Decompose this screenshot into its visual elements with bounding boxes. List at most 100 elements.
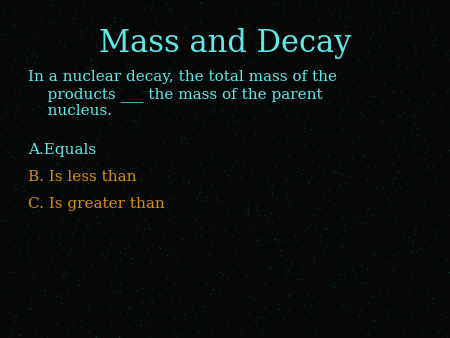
Point [115, 149, 122, 155]
Point [219, 108, 226, 113]
Point [93, 137, 100, 142]
Point [233, 105, 240, 111]
Point [122, 209, 129, 215]
Point [442, 314, 450, 319]
Point [176, 139, 184, 144]
Point [79, 92, 86, 98]
Point [428, 24, 435, 29]
Point [66, 34, 73, 40]
Point [53, 294, 60, 299]
Point [257, 146, 264, 152]
Point [206, 33, 213, 39]
Point [8, 154, 15, 160]
Point [245, 224, 252, 230]
Point [395, 168, 402, 173]
Point [357, 158, 364, 163]
Point [73, 15, 81, 20]
Point [171, 51, 178, 56]
Point [71, 92, 78, 97]
Point [113, 247, 121, 252]
Point [131, 176, 139, 182]
Point [87, 162, 94, 167]
Point [269, 249, 276, 255]
Point [264, 216, 271, 221]
Point [244, 206, 252, 211]
Point [248, 274, 255, 280]
Point [12, 313, 19, 318]
Point [217, 198, 225, 203]
Point [323, 226, 330, 232]
Point [141, 6, 148, 11]
Point [49, 29, 56, 34]
Point [325, 187, 333, 192]
Point [283, 257, 290, 262]
Point [126, 57, 133, 62]
Point [283, 175, 290, 180]
Point [137, 83, 144, 89]
Point [64, 331, 72, 336]
Point [250, 297, 257, 302]
Point [388, 283, 396, 289]
Point [66, 163, 73, 168]
Point [86, 55, 94, 61]
Point [223, 232, 230, 237]
Point [48, 256, 55, 262]
Point [193, 124, 200, 129]
Point [212, 92, 219, 97]
Point [336, 5, 343, 10]
Point [364, 164, 372, 169]
Point [232, 119, 239, 124]
Point [81, 232, 88, 238]
Point [266, 187, 274, 192]
Point [299, 266, 306, 271]
Point [445, 147, 450, 153]
Point [214, 150, 221, 156]
Point [112, 14, 119, 20]
Point [445, 48, 450, 53]
Point [94, 332, 101, 338]
Point [363, 178, 370, 184]
Point [112, 47, 120, 53]
Point [383, 197, 391, 202]
Point [295, 181, 302, 186]
Point [346, 307, 353, 312]
Point [437, 103, 445, 108]
Point [322, 242, 329, 247]
Point [208, 329, 215, 334]
Point [126, 248, 133, 254]
Point [216, 269, 223, 275]
Point [33, 89, 40, 94]
Point [355, 313, 362, 318]
Point [142, 40, 149, 45]
Point [12, 112, 19, 117]
Point [133, 80, 140, 85]
Point [24, 155, 31, 160]
Point [364, 48, 372, 54]
Point [179, 34, 186, 39]
Point [21, 189, 28, 194]
Point [235, 129, 242, 134]
Point [52, 267, 59, 272]
Point [310, 258, 317, 263]
Point [77, 324, 85, 330]
Point [96, 130, 104, 135]
Point [89, 155, 96, 160]
Point [26, 236, 33, 242]
Point [192, 313, 199, 318]
Point [171, 59, 178, 65]
Point [432, 42, 439, 47]
Point [118, 71, 125, 76]
Point [55, 160, 62, 166]
Point [153, 197, 160, 202]
Point [31, 274, 38, 280]
Point [300, 167, 307, 172]
Point [302, 126, 309, 131]
Point [93, 199, 100, 204]
Point [78, 317, 85, 322]
Point [230, 25, 237, 30]
Point [368, 293, 375, 298]
Point [11, 269, 18, 275]
Point [360, 113, 367, 119]
Point [49, 42, 56, 47]
Point [34, 103, 41, 108]
